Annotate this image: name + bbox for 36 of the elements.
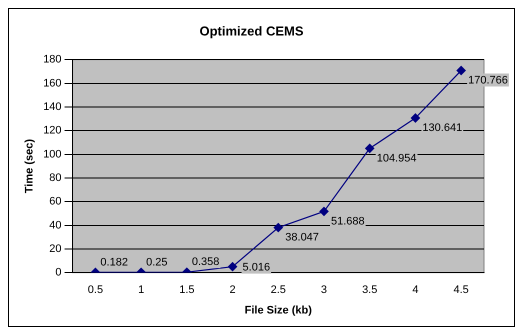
y-tick-label: 120 — [43, 124, 62, 137]
data-label: 170.766 — [468, 74, 508, 87]
chart-title: Optimized CEMS — [199, 23, 304, 38]
y-tick-label: 0 — [55, 266, 62, 279]
point — [319, 206, 329, 216]
data-label: 38.047 — [285, 232, 319, 244]
x-tick-label: 4.5 — [453, 284, 469, 296]
point — [365, 144, 374, 154]
y-tick-label: 140 — [43, 100, 62, 113]
x-axis-title: File Size (kb) — [244, 304, 312, 316]
y-tick-label: 40 — [49, 219, 62, 232]
data-label: 0.358 — [192, 256, 220, 268]
x-tick-label: 0.5 — [88, 284, 104, 296]
y-tick-label: 100 — [43, 148, 62, 160]
data-label: 0.182 — [100, 256, 128, 268]
point — [274, 222, 283, 232]
y-tick-label: 60 — [49, 196, 62, 208]
y-tick-label: 160 — [43, 77, 62, 90]
y-tick-label: 180 — [43, 54, 62, 66]
x-tick-label: 2.5 — [270, 284, 286, 296]
x-tick-label: 1 — [138, 284, 144, 296]
data-label: 51.688 — [330, 215, 365, 228]
y-tick-label: 20 — [49, 242, 62, 255]
y-axis-title: Time (sec) — [24, 138, 36, 194]
x-tick-label: 3.5 — [362, 284, 378, 296]
point — [456, 66, 466, 76]
x-tick-label: 3 — [320, 284, 328, 296]
data-label: 104.954 — [376, 152, 416, 164]
data-label: 0.25 — [146, 256, 168, 268]
x-tick-label: 1.5 — [179, 284, 194, 296]
x-tick-label: 4 — [412, 284, 418, 296]
data-label: 130.641 — [422, 122, 462, 134]
data-label: 5.016 — [242, 262, 270, 274]
x-tick-label: 2 — [230, 284, 236, 296]
point — [410, 113, 420, 123]
y-tick-label: 80 — [49, 172, 62, 184]
